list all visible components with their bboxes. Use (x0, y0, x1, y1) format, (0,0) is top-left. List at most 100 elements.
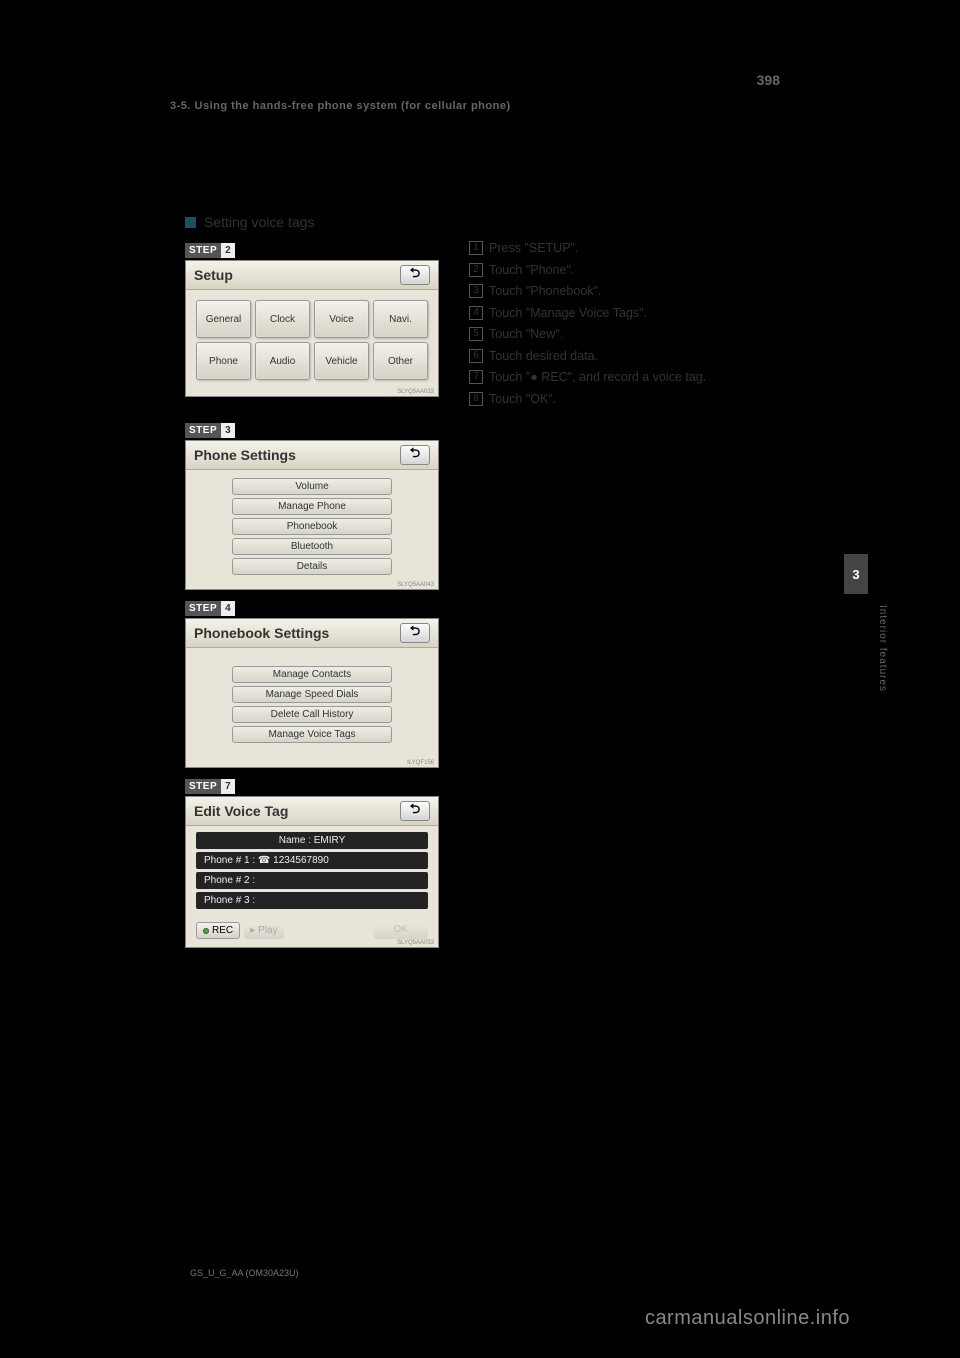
step-tag-2: STEP 2 (185, 243, 235, 258)
row-phone-settings: STEP 3 Phone Settings ⮌ Volume Manage Ph… (185, 420, 785, 590)
step-text: Touch "Manage Voice Tags". (489, 305, 647, 323)
row-phonebook: STEP 4 Phonebook Settings ⮌ Manage Conta… (185, 598, 785, 768)
screen-code: SLYQ5AA043 (397, 582, 434, 588)
manage-phone-button[interactable]: Manage Phone (232, 498, 392, 515)
ok-button[interactable]: OK (374, 922, 428, 939)
step-tag-4: STEP 4 (185, 601, 235, 616)
phone-settings-list: Volume Manage Phone Phonebook Bluetooth … (186, 470, 438, 583)
content-area: Setting voice tags STEP 2 Setup ⮌ Genera… (185, 214, 785, 956)
step-tag-7: STEP 7 (185, 779, 235, 794)
footer-code: GS_U_G_AA (OM30A23U) (190, 1268, 299, 1278)
volume-button[interactable]: Volume (232, 478, 392, 495)
left-col: STEP 3 Phone Settings ⮌ Volume Manage Ph… (185, 420, 445, 590)
play-label: Play (258, 925, 277, 936)
screen-code: ILYQF156 (407, 760, 434, 766)
screen-header: Phone Settings ⮌ (186, 441, 438, 470)
step-text: Touch "● REC", and record a voice tag. (489, 369, 706, 387)
phonebook-button[interactable]: Phonebook (232, 518, 392, 535)
step-label: STEP (185, 603, 221, 614)
screen-edit-voice-tag: Edit Voice Tag ⮌ Name : EMIRY Phone # 1 … (185, 796, 439, 948)
step-3: 3 Touch "Phonebook". (469, 283, 769, 301)
step-5: 5 Touch "New". (469, 326, 769, 344)
back-icon: ⮌ (410, 622, 420, 644)
row-voice-tag: STEP 7 Edit Voice Tag ⮌ Name : EMIRY Pho… (185, 776, 785, 948)
step-6: 6Touch desired data. (469, 348, 769, 366)
step-label: STEP (185, 245, 221, 256)
step-text: Press "SETUP". (489, 240, 578, 258)
step-1: 1 Press "SETUP". (469, 240, 769, 258)
step-text: Touch "Phone". (489, 262, 574, 280)
screen-title: Phone Settings (194, 447, 296, 463)
screen-header: Phonebook Settings ⮌ (186, 619, 438, 648)
step-label: STEP (185, 425, 221, 436)
vehicle-button[interactable]: Vehicle (314, 342, 369, 380)
rec-button[interactable]: REC (196, 922, 240, 939)
manage-voice-tags-button[interactable]: Manage Voice Tags (232, 726, 392, 743)
section-header: 3-5. Using the hands-free phone system (… (170, 100, 511, 112)
section-title: Setting voice tags (204, 214, 315, 230)
left-col: STEP 2 Setup ⮌ General Clock Voice Navi. (185, 240, 445, 412)
step-box: 2 (469, 263, 483, 277)
step-text: Touch desired data. (489, 348, 598, 366)
play-button[interactable]: ▸ Play (244, 922, 283, 939)
delete-call-history-button[interactable]: Delete Call History (232, 706, 392, 723)
manage-contacts-button[interactable]: Manage Contacts (232, 666, 392, 683)
step-box: 3 (469, 284, 483, 298)
left-col: STEP 4 Phonebook Settings ⮌ Manage Conta… (185, 598, 445, 768)
screen-title: Setup (194, 267, 233, 283)
page: 398 3-5. Using the hands-free phone syst… (0, 0, 960, 1358)
row-setup: STEP 2 Setup ⮌ General Clock Voice Navi. (185, 240, 785, 412)
other-button[interactable]: Other (373, 342, 428, 380)
step-box: 1 (469, 241, 483, 255)
step-box: 4 (469, 306, 483, 320)
voice-name-row: Name : EMIRY (196, 832, 428, 849)
page-number: 398 (757, 72, 780, 88)
back-button[interactable]: ⮌ (400, 445, 430, 465)
screen-phonebook: Phonebook Settings ⮌ Manage Contacts Man… (185, 618, 439, 768)
step-number: 4 (221, 601, 235, 616)
voice-phone-3: Phone # 3 : (196, 892, 428, 909)
back-button[interactable]: ⮌ (400, 801, 430, 821)
step-number: 7 (221, 779, 235, 794)
clock-button[interactable]: Clock (255, 300, 310, 338)
rec-label: REC (212, 925, 233, 936)
bluetooth-button[interactable]: Bluetooth (232, 538, 392, 555)
navi-button[interactable]: Navi. (373, 300, 428, 338)
step-number: 3 (221, 423, 235, 438)
step-number: 2 (221, 243, 235, 258)
step-box: 5 (469, 327, 483, 341)
screen-header: Setup ⮌ (186, 261, 438, 290)
general-button[interactable]: General (196, 300, 251, 338)
voice-phone-1: Phone # 1 : ☎ 1234567890 (196, 852, 428, 869)
audio-button[interactable]: Audio (255, 342, 310, 380)
step-text: Touch "OK". (489, 391, 556, 409)
play-icon: ▸ (250, 925, 255, 936)
voice-button[interactable]: Voice (314, 300, 369, 338)
step-text: Touch "New". (489, 326, 563, 344)
watermark: carmanualsonline.info (645, 1307, 850, 1330)
details-button[interactable]: Details (232, 558, 392, 575)
screen-phone-settings: Phone Settings ⮌ Volume Manage Phone Pho… (185, 440, 439, 590)
back-button[interactable]: ⮌ (400, 265, 430, 285)
screen-header: Edit Voice Tag ⮌ (186, 797, 438, 826)
square-bullet-icon (185, 217, 196, 228)
back-icon: ⮌ (410, 444, 420, 466)
side-chapter-label: Interior features (877, 605, 888, 692)
step-8: 8Touch "OK". (469, 391, 769, 409)
steps-list: 1 Press "SETUP". 2 Touch "Phone". 3 Touch "… (469, 240, 769, 412)
step-text: Touch "Phonebook". (489, 283, 601, 301)
phone-button[interactable]: Phone (196, 342, 251, 380)
step-4: 4 Touch "Manage Voice Tags". (469, 305, 769, 323)
section-marker: Setting voice tags (185, 214, 785, 230)
rec-dot-icon (203, 928, 209, 934)
step-2: 2 Touch "Phone". (469, 262, 769, 280)
left-col: STEP 7 Edit Voice Tag ⮌ Name : EMIRY Pho… (185, 776, 445, 948)
step-box: 7 (469, 370, 483, 384)
back-icon: ⮌ (410, 264, 420, 286)
screen-code: SLYQ5AA033 (397, 389, 434, 395)
manage-speed-dials-button[interactable]: Manage Speed Dials (232, 686, 392, 703)
back-icon: ⮌ (410, 800, 420, 822)
side-chapter-tab: 3 (844, 554, 868, 594)
setup-grid: General Clock Voice Navi. Phone Audio Ve… (196, 300, 428, 380)
back-button[interactable]: ⮌ (400, 623, 430, 643)
